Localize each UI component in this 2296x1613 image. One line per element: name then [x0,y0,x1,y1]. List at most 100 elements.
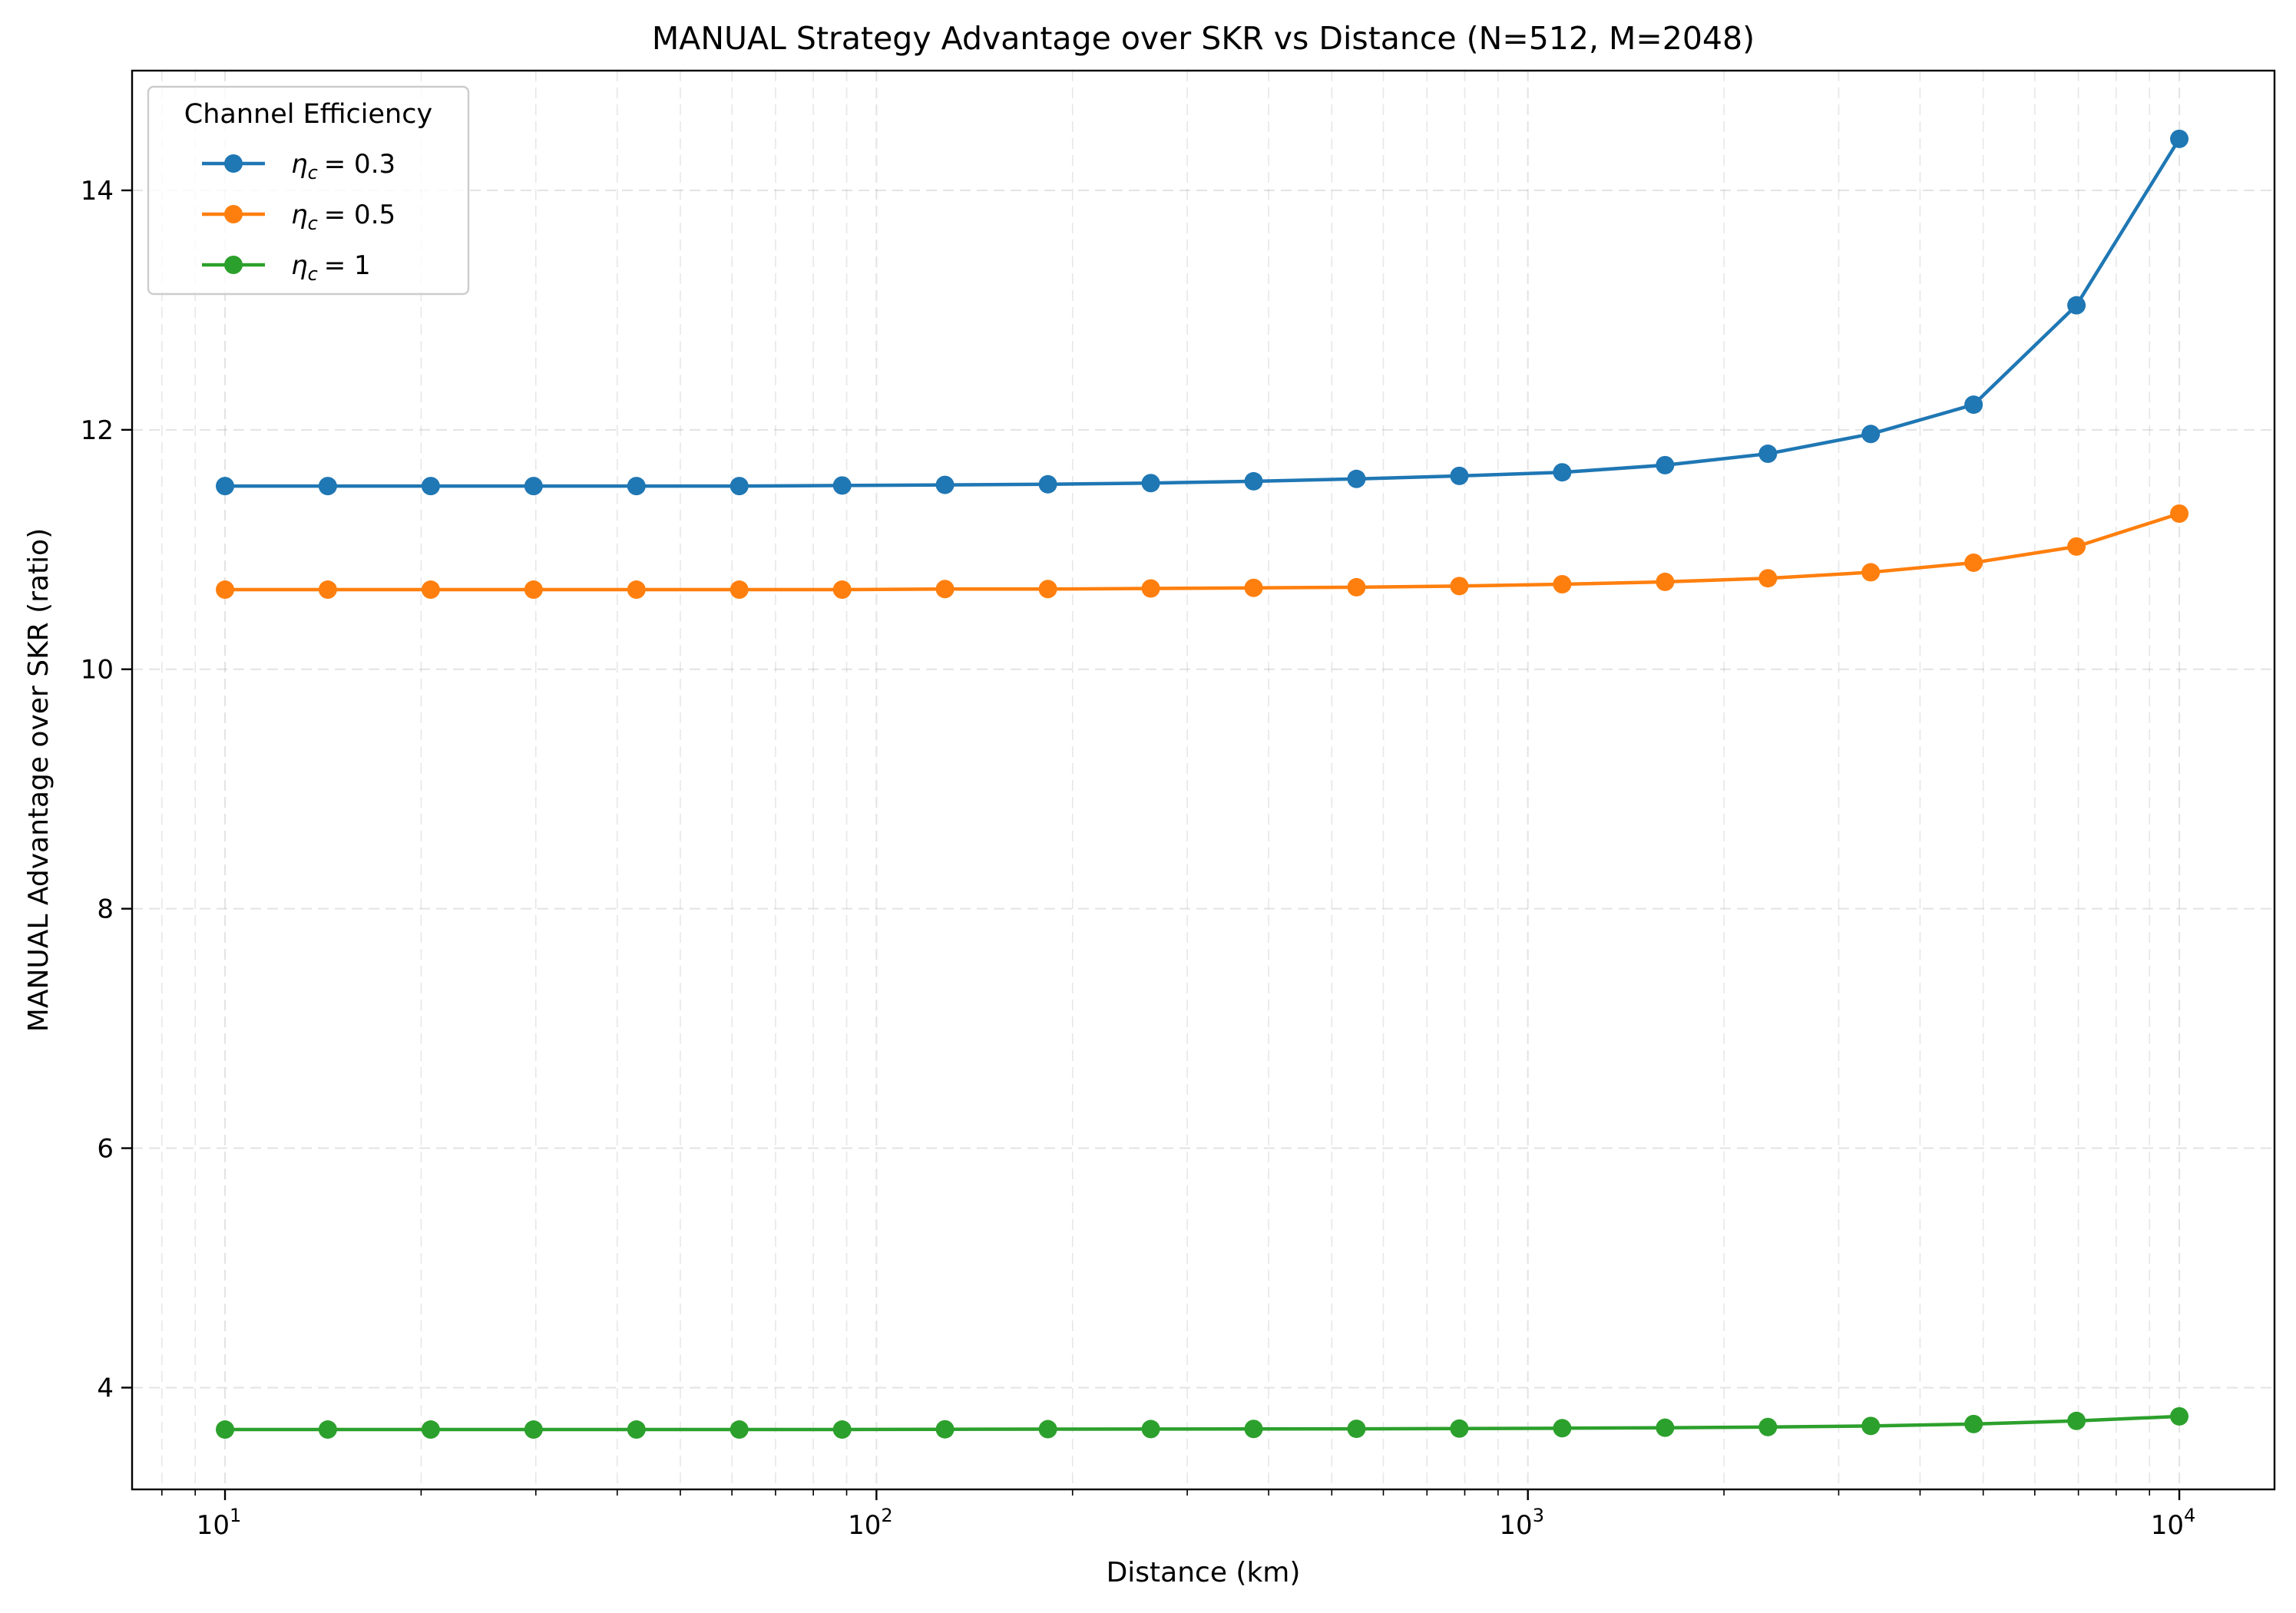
data-point [1244,1420,1263,1439]
data-point [935,1420,954,1439]
y-tick-label: 8 [97,894,114,925]
legend-label-value: = 1 [324,250,371,281]
data-point [627,1420,646,1439]
data-point [1038,1420,1057,1439]
data-point [935,475,954,494]
data-point [1450,1419,1469,1438]
data-point [1964,1414,1983,1433]
data-point [729,477,749,496]
series-2 [216,504,2189,600]
y-tick-label: 14 [81,176,114,207]
data-point [1758,1417,1778,1436]
data-point [1141,579,1160,598]
legend-marker [224,154,243,173]
x-tick-base: 10 [2151,1510,2184,1541]
data-point [1347,469,1366,488]
data-point [318,1420,337,1439]
data-point [1141,1420,1160,1439]
data-point [2170,504,2189,524]
data-point [216,1420,235,1439]
x-tick-label: 104 [2151,1505,2196,1541]
legend-label-value: = 0.5 [324,200,395,230]
data-point [524,580,543,600]
data-point [1553,1419,1572,1438]
x-tick-exponent: 1 [230,1505,241,1526]
data-point [2067,296,2086,315]
data-point [1758,569,1778,588]
data-point [2067,537,2086,556]
legend-label-variable: η [291,149,308,180]
data-point [216,477,235,496]
data-point [318,477,337,496]
y-tick-label: 10 [81,655,114,686]
data-point [832,476,852,495]
data-point [627,477,646,496]
y-tick-label: 12 [81,415,114,446]
data-point [1553,463,1572,482]
data-point [2067,1411,2086,1430]
data-point [1244,471,1263,491]
data-point [524,1420,543,1439]
data-point [524,477,543,496]
data-point [421,477,440,496]
series-1 [216,129,2189,496]
y-tick-label: 4 [97,1373,114,1403]
legend-label-subscript: c [308,213,318,234]
data-point [729,580,749,600]
legend-label: ηc = 0.3 [291,149,395,183]
data-point [1244,578,1263,597]
data-point [1758,445,1778,464]
legend-box [147,85,470,296]
x-tick-label: 102 [848,1505,893,1541]
data-point [2170,129,2189,148]
x-tick-base: 10 [1499,1510,1532,1541]
legend-label-variable: η [291,200,308,230]
series-line [225,511,2180,592]
data-point [729,1420,749,1439]
data-point [2170,1406,2189,1426]
data-point [832,1420,852,1439]
data-point [1038,580,1057,599]
legend-label-variable: η [291,250,308,281]
series-line [225,137,2181,488]
legend-label: ηc = 1 [291,250,371,285]
legend-label-subscript: c [308,162,318,183]
data-point [216,580,235,600]
data-point [1964,395,1983,415]
y-tick-label: 6 [97,1134,114,1165]
data-point [1861,425,1881,444]
data-point [1553,575,1572,594]
data-point [1861,1416,1881,1436]
legend-marker [224,256,243,274]
legend-title: Channel Efficiency [184,99,432,130]
data-point [1656,1418,1675,1437]
legend-entry: ηc = 0.5 [202,200,395,234]
data-point [1038,474,1057,494]
legend-entry: ηc = 1 [202,250,371,285]
data-point [1861,563,1881,582]
data-point [832,580,852,600]
x-axis-label: Distance (km) [1107,1557,1301,1588]
data-point [1450,577,1469,596]
x-tick-label: 103 [1499,1505,1544,1541]
legend-label-subscript: c [308,263,318,285]
legend-label-value: = 0.3 [324,149,395,180]
data-point [1347,577,1366,597]
data-point [421,1420,440,1439]
plot-series [216,129,2189,1439]
series-line [225,1414,2180,1432]
data-point [1347,1420,1366,1439]
x-tick-exponent: 2 [881,1505,892,1526]
grid [132,71,2274,1489]
plot-frame [131,69,2276,1491]
x-tick-label: 101 [197,1505,242,1541]
x-tick-base: 10 [848,1510,881,1541]
data-point [1656,572,1675,591]
data-point [1656,455,1675,474]
data-point [627,580,646,600]
data-point [1141,474,1160,493]
data-point [935,580,954,599]
